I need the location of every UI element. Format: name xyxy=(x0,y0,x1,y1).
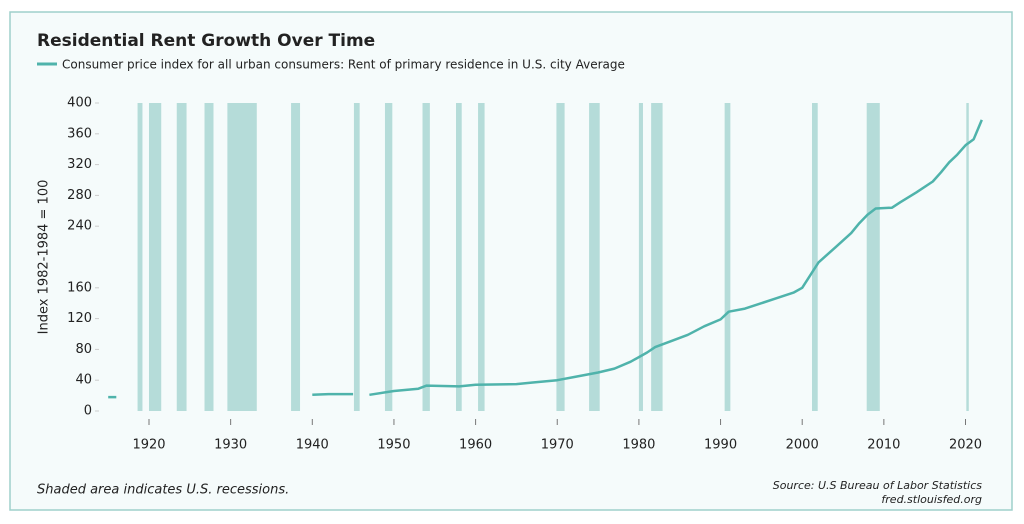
x-tick-label: 1970 xyxy=(541,438,574,453)
recession-band xyxy=(966,103,969,411)
y-tick-label: 160 xyxy=(67,280,92,295)
y-tick-label: 280 xyxy=(67,188,92,203)
series-line xyxy=(108,119,983,399)
recession-band xyxy=(556,103,565,411)
recession-band xyxy=(137,103,143,411)
y-axis-label: Index 1982-1984 = 100 xyxy=(37,180,52,335)
recession-band xyxy=(651,103,663,411)
x-tick-label: 2000 xyxy=(786,438,819,453)
x-tick-label: 2020 xyxy=(949,438,982,453)
y-tick-label: 120 xyxy=(67,311,92,326)
x-tick-label: 1940 xyxy=(296,438,329,453)
y-tick-label: 320 xyxy=(67,157,92,172)
recession-band xyxy=(422,103,430,411)
chart-title: Residential Rent Growth Over Time xyxy=(37,31,375,51)
source-url: fred.stlouisfed.org xyxy=(881,493,982,506)
y-tick-label: 0 xyxy=(84,404,92,419)
recession-band xyxy=(291,103,301,411)
recession-band xyxy=(148,103,162,411)
y-tick-label: 80 xyxy=(75,342,92,357)
x-tick-label: 1920 xyxy=(132,438,165,453)
x-tick-label: 1930 xyxy=(214,438,247,453)
x-tick-label: 1950 xyxy=(377,438,410,453)
y-tick-label: 360 xyxy=(67,126,92,141)
recession-band xyxy=(204,103,214,411)
recession-band xyxy=(384,103,393,411)
source: Source: U.S Bureau of Labor Statistics xyxy=(773,479,983,492)
y-tick-label: 40 xyxy=(75,373,92,388)
x-tick-label: 1990 xyxy=(704,438,737,453)
x-tick-label: 1980 xyxy=(622,438,655,453)
recession-band xyxy=(227,103,257,411)
legend-label: Consumer price index for all urban consu… xyxy=(62,58,625,72)
y-tick-label: 240 xyxy=(67,219,92,234)
recession-band xyxy=(456,103,462,411)
recession-band xyxy=(353,103,360,411)
x-tick-label: 2010 xyxy=(867,438,900,453)
recession-band xyxy=(478,103,485,411)
y-tick-label: 400 xyxy=(67,96,92,111)
recession-band xyxy=(724,103,731,411)
note: Shaded area indicates U.S. recessions. xyxy=(37,483,289,498)
recession-band xyxy=(638,103,643,411)
recession-band xyxy=(589,103,600,411)
recession-band xyxy=(176,103,187,411)
recession-band xyxy=(812,103,818,411)
recession-band xyxy=(866,103,880,411)
x-tick-label: 1960 xyxy=(459,438,492,453)
